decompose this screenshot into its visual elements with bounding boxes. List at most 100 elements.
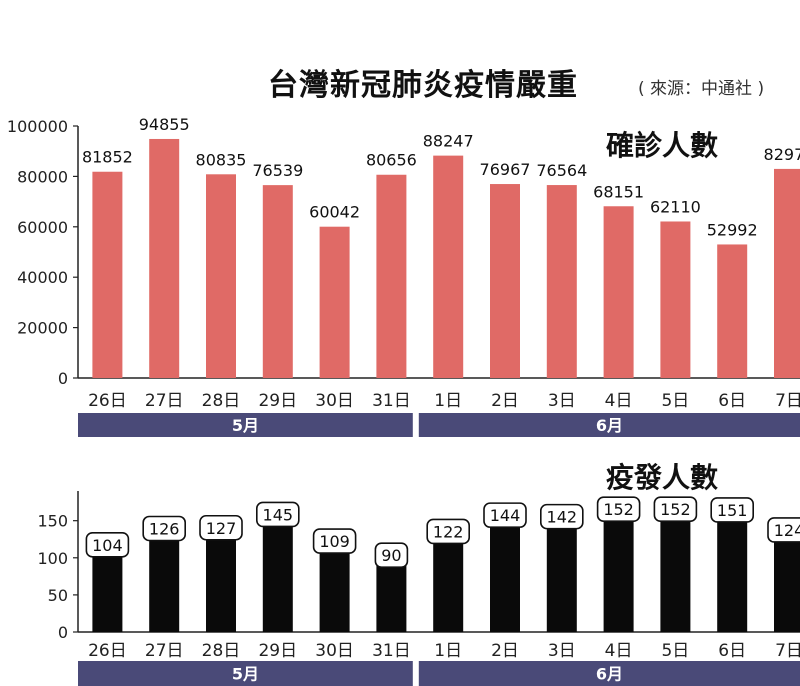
clusters-value-box bbox=[199, 514, 243, 541]
clusters-bar bbox=[546, 526, 577, 632]
clusters-month-label: 5月 bbox=[232, 665, 259, 684]
cases-value-label: 81852 bbox=[82, 148, 133, 167]
cases-month-band bbox=[418, 413, 800, 437]
cases-bar bbox=[206, 174, 236, 378]
clusters-value-box bbox=[85, 532, 130, 558]
cases-y-tick-label: 100000 bbox=[7, 117, 68, 136]
cases-y-tick-label: 40000 bbox=[17, 268, 68, 287]
clusters-value-box bbox=[312, 528, 357, 554]
clusters-x-tick-label: 3日 bbox=[548, 641, 576, 661]
clusters-value-box bbox=[539, 503, 584, 530]
clusters-value-label: 144 bbox=[490, 506, 521, 525]
clusters-bar bbox=[774, 539, 800, 632]
clusters-bar bbox=[206, 537, 236, 632]
cases-value-label: 76539 bbox=[252, 161, 303, 180]
clusters-month-band bbox=[418, 661, 800, 686]
clusters-x-tick-label: 26日 bbox=[88, 641, 127, 661]
clusters-value-label: 152 bbox=[603, 500, 634, 519]
cases-y-tick-label: 20000 bbox=[17, 319, 68, 338]
clusters-bar bbox=[717, 519, 748, 632]
clusters-value-label: 152 bbox=[660, 500, 691, 519]
cases-x-tick-label: 7日 bbox=[775, 391, 800, 411]
clusters-bar bbox=[603, 519, 634, 632]
clusters-x-tick-label: 4日 bbox=[605, 641, 633, 661]
clusters-value-box bbox=[483, 502, 527, 528]
clusters-bar bbox=[92, 554, 123, 632]
cases-y-tick-label: 80000 bbox=[17, 167, 68, 186]
clusters-x-tick-label: 1日 bbox=[434, 641, 462, 661]
clusters-value-box bbox=[142, 515, 186, 542]
clusters-bar bbox=[433, 541, 464, 632]
clusters-chart-title: 疫發人數 bbox=[606, 461, 719, 494]
clusters-value-label: 122 bbox=[433, 522, 464, 541]
clusters-y-tick-label: 150 bbox=[37, 512, 68, 531]
clusters-y-tick-label: 0 bbox=[58, 623, 68, 642]
cases-month-band bbox=[78, 413, 413, 437]
cases-bar bbox=[319, 226, 350, 378]
cases-x-tick-label: 28日 bbox=[202, 391, 241, 411]
cases-bar bbox=[92, 171, 123, 378]
cases-bar bbox=[490, 184, 520, 378]
cases-bar bbox=[262, 185, 293, 378]
clusters-x-tick-label: 5日 bbox=[661, 641, 689, 661]
cases-x-tick-label: 30日 bbox=[315, 391, 354, 411]
cases-x-tick-label: 6日 bbox=[718, 391, 746, 411]
cases-value-label: 80835 bbox=[196, 150, 247, 169]
cases-bar bbox=[546, 185, 577, 378]
cases-value-label: 76967 bbox=[480, 160, 531, 179]
clusters-x-tick-label: 29日 bbox=[258, 641, 297, 661]
cases-value-label: 68151 bbox=[593, 182, 644, 201]
source-note: ( 來源：中通社 ) bbox=[638, 79, 765, 99]
clusters-x-tick-label: 28日 bbox=[202, 641, 241, 661]
clusters-value-box bbox=[255, 501, 300, 528]
clusters-value-label: 90 bbox=[381, 546, 401, 565]
clusters-value-box bbox=[426, 518, 471, 545]
clusters-month-label: 6月 bbox=[596, 665, 623, 684]
clusters-value-box bbox=[653, 496, 698, 523]
clusters-value-label: 104 bbox=[92, 536, 123, 555]
cases-bar bbox=[376, 174, 407, 378]
cases-bar bbox=[774, 168, 800, 378]
cases-x-tick-label: 26日 bbox=[88, 391, 127, 411]
clusters-y-tick-label: 50 bbox=[48, 586, 68, 605]
cases-x-tick-label: 5日 bbox=[661, 391, 689, 411]
clusters-value-label: 124 bbox=[774, 521, 800, 540]
cases-x-tick-label: 29日 bbox=[258, 391, 297, 411]
cases-value-label: 62110 bbox=[650, 197, 701, 216]
clusters-value-label: 126 bbox=[149, 519, 180, 538]
cases-value-label: 94855 bbox=[139, 115, 190, 134]
clusters-value-label: 151 bbox=[717, 501, 748, 520]
clusters-value-box bbox=[767, 517, 800, 543]
cases-value-label: 76564 bbox=[536, 161, 587, 180]
cases-bar bbox=[660, 221, 691, 378]
clusters-value-label: 145 bbox=[263, 505, 294, 524]
chart-title: 台灣新冠肺炎疫情嚴重 bbox=[268, 68, 578, 103]
clusters-value-box bbox=[374, 542, 409, 569]
cases-x-tick-label: 4日 bbox=[605, 391, 633, 411]
cases-month-label: 6月 bbox=[596, 416, 623, 435]
clusters-value-label: 142 bbox=[547, 508, 578, 527]
clusters-value-label: 127 bbox=[206, 519, 237, 538]
clusters-bar bbox=[149, 538, 180, 632]
clusters-x-tick-label: 31日 bbox=[372, 641, 411, 661]
cases-bar bbox=[717, 244, 748, 378]
cases-y-tick-label: 60000 bbox=[17, 218, 68, 237]
cases-bar bbox=[149, 138, 180, 378]
cases-x-tick-label: 1日 bbox=[434, 391, 462, 411]
clusters-value-label: 109 bbox=[319, 532, 350, 551]
clusters-value-box bbox=[596, 496, 641, 523]
clusters-bar bbox=[262, 524, 293, 632]
cases-value-label: 60042 bbox=[309, 203, 360, 222]
cases-bar bbox=[603, 206, 634, 378]
clusters-x-tick-label: 6日 bbox=[718, 641, 746, 661]
cases-x-tick-label: 3日 bbox=[548, 391, 576, 411]
clusters-x-tick-label: 7日 bbox=[775, 641, 800, 661]
clusters-bar bbox=[319, 551, 350, 632]
cases-value-label: 88247 bbox=[423, 132, 474, 151]
clusters-bar bbox=[490, 525, 520, 632]
cases-y-tick-label: 0 bbox=[58, 369, 68, 388]
clusters-bar bbox=[660, 519, 691, 632]
cases-month-label: 5月 bbox=[232, 416, 259, 435]
cases-bar bbox=[433, 155, 464, 378]
